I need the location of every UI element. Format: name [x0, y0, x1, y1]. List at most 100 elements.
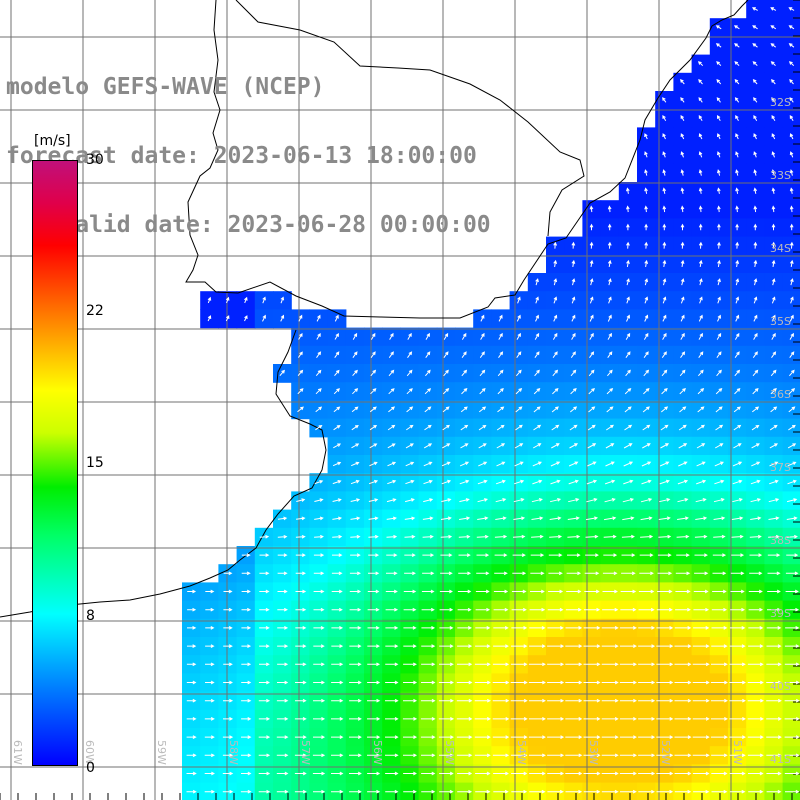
- wind-arrow: [789, 205, 794, 213]
- wind-arrow: [680, 296, 685, 304]
- wind-arrow: [717, 314, 721, 322]
- colorbar: [32, 160, 78, 766]
- wind-arrow: [766, 735, 782, 739]
- wind-arrow: [495, 479, 506, 485]
- wind-arrow: [619, 717, 637, 721]
- wind-arrow: [405, 461, 415, 467]
- wind-arrow: [771, 169, 776, 176]
- wind-arrow: [531, 498, 543, 503]
- river-border: [235, 0, 585, 237]
- wind-arrow: [644, 296, 649, 304]
- wind-arrow: [297, 406, 304, 413]
- wind-arrow: [715, 406, 723, 413]
- wind-arrow: [312, 753, 326, 758]
- wind-arrow: [295, 644, 307, 648]
- wind-arrow: [661, 351, 667, 358]
- colorbar-tick-22: 22: [86, 303, 104, 319]
- wind-arrow: [332, 461, 342, 467]
- wind-arrow: [662, 223, 667, 231]
- wind-arrow: [443, 351, 449, 358]
- wind-arrow: [223, 680, 233, 685]
- wind-arrow: [734, 97, 740, 103]
- wind-arrow: [692, 717, 710, 721]
- wind-arrow: [313, 662, 325, 667]
- wind-arrow: [423, 461, 433, 467]
- wind-arrow: [547, 680, 565, 685]
- wind-arrow: [550, 479, 561, 485]
- wind-arrow: [583, 644, 601, 648]
- wind-arrow: [476, 571, 490, 576]
- wind-arrow: [662, 169, 666, 176]
- wind-arrow: [585, 516, 599, 521]
- wind-arrow: [331, 607, 343, 612]
- wind-arrow: [735, 187, 739, 194]
- wind-arrow: [710, 735, 728, 739]
- wind-arrow: [676, 534, 690, 539]
- wind-arrow: [552, 369, 559, 377]
- wind-arrow: [244, 315, 248, 322]
- wind-arrow: [695, 516, 708, 521]
- wind-arrow: [753, 241, 758, 249]
- wind-arrow: [421, 644, 436, 648]
- wind-arrow: [696, 443, 706, 449]
- wind-arrow: [223, 662, 233, 667]
- wind-arrow: [547, 789, 564, 794]
- wind-arrow: [747, 662, 764, 667]
- wind-arrow: [258, 771, 271, 776]
- wind-arrow: [693, 607, 710, 612]
- wind-arrow: [644, 169, 648, 176]
- wind-arrow: [297, 369, 304, 377]
- wind-arrow: [771, 314, 776, 322]
- wind-arrow: [752, 369, 759, 377]
- wind-arrow: [679, 387, 686, 395]
- wind-arrow: [622, 498, 635, 503]
- wind-arrow: [385, 607, 399, 612]
- wind-arrow: [662, 205, 667, 213]
- wind-arrow: [626, 205, 630, 213]
- wind-arrow: [276, 717, 289, 721]
- wind-arrow: [332, 498, 342, 502]
- coastline: [185, 0, 749, 319]
- wind-arrow: [530, 571, 545, 576]
- wind-arrow: [422, 571, 435, 576]
- wind-arrow: [729, 753, 746, 758]
- wind-arrow: [753, 97, 758, 103]
- wind-arrow: [733, 406, 741, 413]
- wind-arrow: [349, 735, 362, 739]
- wind-arrow: [692, 735, 710, 739]
- wind-arrow: [716, 61, 722, 66]
- wind-arrow: [493, 607, 509, 612]
- wind-arrow: [438, 698, 454, 703]
- wind-arrow: [606, 406, 614, 413]
- wind-arrow: [496, 443, 506, 449]
- wind-arrow: [753, 332, 758, 340]
- wind-arrow: [241, 662, 252, 667]
- wind-arrow: [403, 753, 418, 758]
- wind-arrow: [186, 735, 197, 739]
- wind-arrow: [403, 662, 417, 667]
- wind-arrow: [441, 461, 451, 467]
- wind-arrow: [625, 332, 631, 340]
- colorbar-tick-30: 30: [86, 152, 104, 168]
- wind-arrow: [644, 205, 648, 213]
- wind-arrow: [367, 771, 381, 776]
- wind-arrow: [789, 133, 794, 140]
- wind-arrow: [333, 425, 341, 431]
- wind-arrow: [186, 753, 197, 758]
- wind-arrow: [601, 662, 619, 667]
- wind-arrow: [349, 644, 362, 648]
- wind-arrow: [747, 717, 764, 721]
- wind-arrow: [735, 241, 740, 249]
- wind-arrow: [657, 571, 673, 576]
- wind-arrow: [510, 662, 528, 667]
- wind-arrow: [313, 607, 325, 612]
- wind-arrow: [674, 789, 692, 794]
- wind-arrow: [223, 607, 233, 612]
- wind-arrow: [601, 735, 619, 739]
- wind-arrow: [438, 735, 454, 739]
- wind-arrow: [656, 717, 674, 721]
- longitude-label: 54W: [515, 740, 528, 765]
- wind-arrow: [710, 680, 728, 685]
